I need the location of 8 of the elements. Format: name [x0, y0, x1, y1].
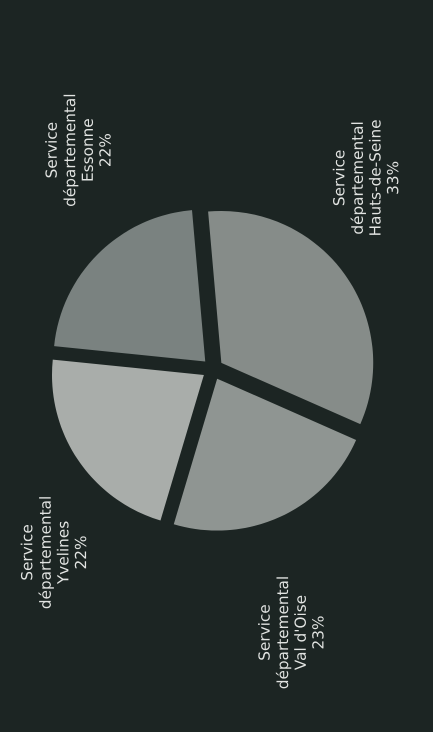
slice-label: Service départemental Essonne [45, 94, 94, 206]
slice-label: Service départemental Yvelines [20, 497, 69, 608]
data-label: 22% [74, 536, 86, 568]
data-label: 23% [312, 616, 324, 648]
slice-label: Service départemental Val d'Oise [258, 577, 306, 688]
slice-label: Service départemental Hauts-de-Seine [332, 120, 381, 235]
data-label: 33% [386, 162, 398, 194]
data-label: 22% [99, 134, 111, 166]
